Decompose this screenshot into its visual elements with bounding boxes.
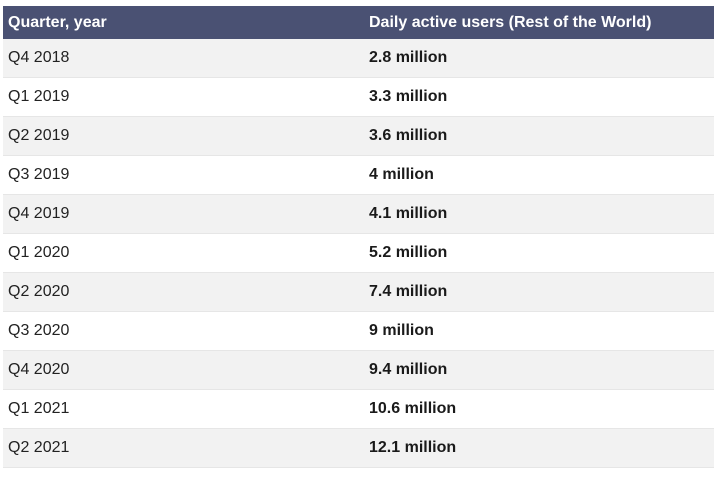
users-cell: 9 million: [364, 311, 714, 351]
users-cell: 5.2 million: [364, 233, 714, 273]
table-row: Q4 2019 4.1 million: [3, 194, 714, 234]
quarter-cell: Q2 2021: [3, 428, 364, 468]
table-row: Q2 2021 12.1 million: [3, 428, 714, 468]
quarter-cell: Q1 2020: [3, 233, 364, 273]
quarter-cell: Q3 2020: [3, 311, 364, 351]
users-cell: 12.1 million: [364, 428, 714, 468]
users-cell: 7.4 million: [364, 272, 714, 312]
header-daily-active-users: Daily active users (Rest of the World): [364, 6, 714, 39]
table-row: Q4 2018 2.8 million: [3, 39, 714, 78]
users-cell: 3.6 million: [364, 116, 714, 156]
quarter-cell: Q4 2020: [3, 350, 364, 390]
quarter-cell: Q2 2020: [3, 272, 364, 312]
quarter-cell: Q2 2019: [3, 116, 364, 156]
data-table-container: Quarter, year Daily active users (Rest o…: [3, 6, 714, 468]
users-cell: 4.1 million: [364, 194, 714, 234]
quarter-cell: Q4 2018: [3, 39, 364, 78]
users-cell: 3.3 million: [364, 77, 714, 117]
users-cell: 4 million: [364, 155, 714, 195]
users-cell: 2.8 million: [364, 39, 714, 78]
header-row: Quarter, year Daily active users (Rest o…: [3, 6, 714, 39]
table-body: Q4 2018 2.8 million Q1 2019 3.3 million Q2 2…: [3, 39, 714, 468]
table-row: Q1 2021 10.6 million: [3, 389, 714, 429]
quarter-cell: Q3 2019: [3, 155, 364, 195]
table-row: Q2 2019 3.6 million: [3, 116, 714, 156]
users-cell: 10.6 million: [364, 389, 714, 429]
users-cell: 9.4 million: [364, 350, 714, 390]
quarter-cell: Q1 2019: [3, 77, 364, 117]
table-row: Q2 2020 7.4 million: [3, 272, 714, 312]
daily-active-users-table: Quarter, year Daily active users (Rest o…: [3, 6, 714, 468]
table-header: Quarter, year Daily active users (Rest o…: [3, 6, 714, 39]
table-row: Q1 2019 3.3 million: [3, 77, 714, 117]
table-row: Q4 2020 9.4 million: [3, 350, 714, 390]
table-row: Q3 2019 4 million: [3, 155, 714, 195]
table-row: Q1 2020 5.2 million: [3, 233, 714, 273]
table-row: Q3 2020 9 million: [3, 311, 714, 351]
quarter-cell: Q4 2019: [3, 194, 364, 234]
quarter-cell: Q1 2021: [3, 389, 364, 429]
header-quarter: Quarter, year: [3, 6, 364, 39]
